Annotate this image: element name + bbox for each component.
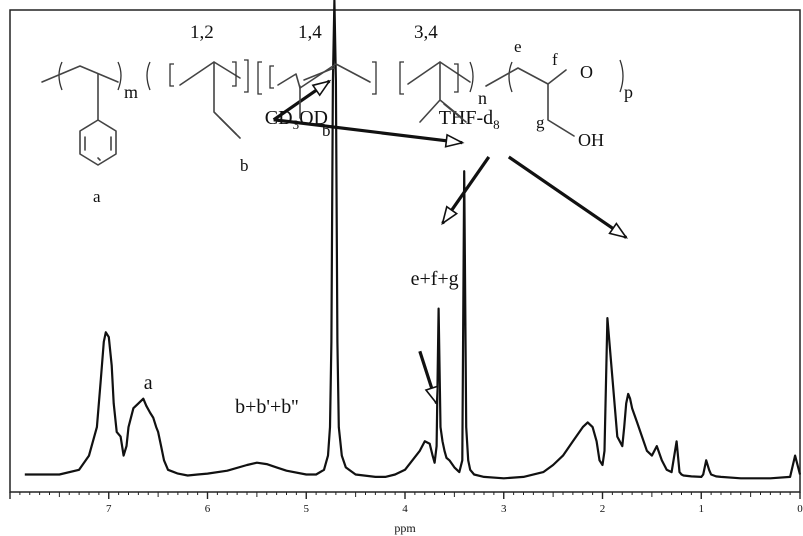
subscript-m: m xyxy=(124,82,138,102)
thf-arrow xyxy=(441,156,491,226)
cd3od-arrow xyxy=(273,118,465,148)
x-tick-label: 3 xyxy=(501,503,507,515)
x-tick-label: 0 xyxy=(797,503,803,515)
spectrum-trace xyxy=(24,0,802,480)
polymer-structure xyxy=(41,59,624,166)
x-tick-label: 6 xyxy=(205,503,211,515)
peak-label: THF-d8 xyxy=(439,107,500,132)
x-tick-label: 4 xyxy=(402,503,408,515)
x-tick-label: 2 xyxy=(600,503,606,515)
atom-label-hydroxyl: OH xyxy=(578,130,604,150)
efg-arrow xyxy=(418,350,439,406)
x-axis-label: ppm xyxy=(394,521,416,535)
x-tick-label: 7 xyxy=(106,503,112,515)
subscript-p: p xyxy=(624,82,633,102)
label-1-4: 1,4 xyxy=(298,22,322,43)
isoprene-3-4-unit xyxy=(399,61,474,123)
peak-label: e+f+g xyxy=(411,268,459,290)
subscript-n: n xyxy=(478,88,487,108)
atom-label-g: g xyxy=(536,113,545,132)
styrene-unit xyxy=(41,61,122,166)
atom-label-b-prime: b' xyxy=(322,121,334,140)
x-tick-label: 5 xyxy=(304,503,310,515)
x-axis-tick-labels: 7 6 5 4 3 2 1 0 xyxy=(106,503,803,515)
vinyl-1-4-unit xyxy=(257,61,377,119)
glycerol-unit xyxy=(485,59,624,137)
x-tick-label: 1 xyxy=(699,503,705,515)
thf-arrow xyxy=(507,155,629,239)
atom-label-oxygen: O xyxy=(580,62,593,82)
atom-label-f: f xyxy=(552,50,558,69)
label-1-2: 1,2 xyxy=(190,22,214,43)
peak-label: b+b'+b'' xyxy=(235,396,298,418)
peak-label: CD3OD xyxy=(265,107,328,132)
atom-label-e: e xyxy=(514,37,522,56)
vinyl-1-2-unit xyxy=(146,59,249,139)
atom-label-a: a xyxy=(93,187,101,206)
peak-label: a xyxy=(144,372,153,394)
annotation-arrows xyxy=(272,79,629,406)
atom-label-b: b xyxy=(240,156,249,175)
structure-labels: 1,2 1,4 3,4 m n p a b b' e f g O OH xyxy=(93,22,633,206)
cd3od-arrow xyxy=(272,79,332,122)
label-3-4: 3,4 xyxy=(414,22,438,43)
x-axis-ticks xyxy=(9,492,801,499)
